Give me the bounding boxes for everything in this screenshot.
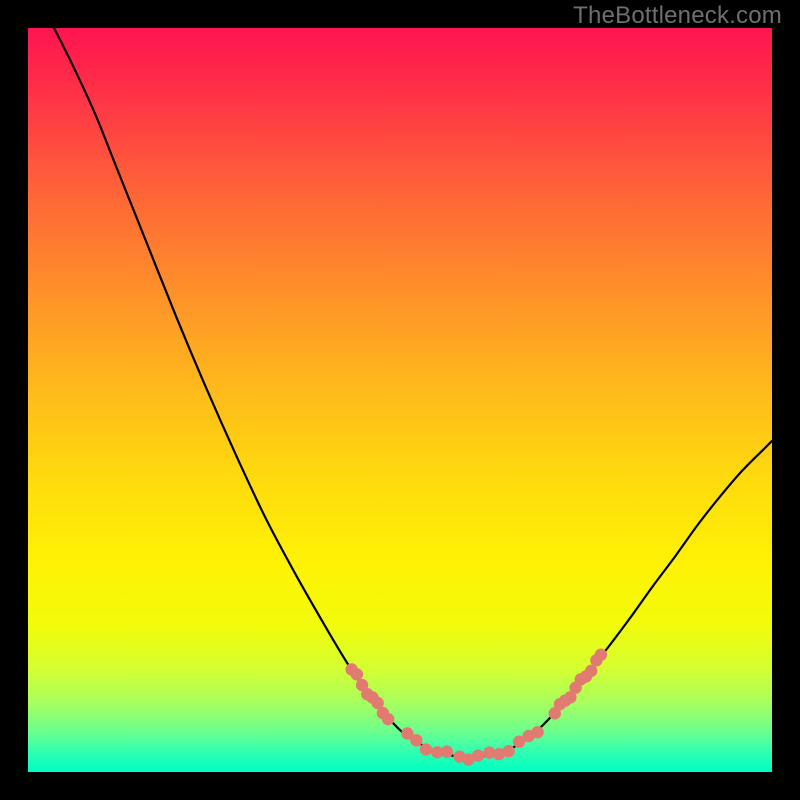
- curve-marker: [472, 749, 484, 761]
- curve-marker: [595, 649, 607, 661]
- curve-marker: [585, 665, 597, 677]
- curve-marker: [441, 746, 453, 758]
- plot-area: [28, 28, 772, 772]
- curve-marker: [410, 734, 422, 746]
- curve-marker: [351, 668, 363, 680]
- curve-marker: [382, 713, 394, 725]
- curve-marker: [420, 743, 432, 755]
- curve-marker: [531, 726, 543, 738]
- curve-marker: [502, 745, 514, 757]
- gradient-background: [28, 28, 772, 772]
- chart-svg: [28, 28, 772, 772]
- chart-frame: TheBottleneck.com: [0, 0, 800, 800]
- watermark-text: TheBottleneck.com: [573, 2, 782, 30]
